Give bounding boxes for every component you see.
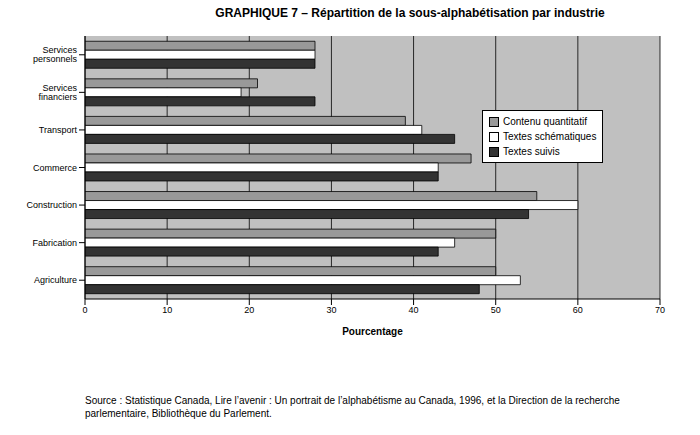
svg-text:Construction: Construction (26, 200, 77, 210)
svg-text:50: 50 (491, 305, 501, 315)
svg-text:Pourcentage: Pourcentage (342, 326, 403, 337)
svg-text:Servicespersonnels: Servicespersonnels (33, 45, 78, 64)
svg-text:10: 10 (162, 305, 172, 315)
svg-text:70: 70 (655, 305, 665, 315)
svg-text:40: 40 (409, 305, 419, 315)
html-text:GRAPHIQUE 7 – Répartition de l: GRAPHIQUE 7 – Répartition de la sous-alp… (215, 6, 605, 20)
svg-text:Transport: Transport (39, 125, 78, 135)
svg-text:Servicesfinanciers: Servicesfinanciers (38, 83, 77, 102)
svg-text:Agriculture: Agriculture (34, 275, 77, 285)
html-text:Textes suivis: Textes suivis (503, 146, 560, 157)
svg-text:30: 30 (326, 305, 336, 315)
html-text:Source : Statistique Canada, L: Source : Statistique Canada, Lire l’aven… (85, 395, 620, 419)
html-text:Contenu quantitatif: Contenu quantitatif (503, 116, 587, 127)
svg-text:0: 0 (82, 305, 87, 315)
svg-text:Fabrication: Fabrication (32, 238, 77, 248)
svg-text:60: 60 (573, 305, 583, 315)
svg-text:20: 20 (244, 305, 254, 315)
svg-text:Commerce: Commerce (33, 163, 77, 173)
html-text:Textes schématiques: Textes schématiques (503, 131, 597, 142)
